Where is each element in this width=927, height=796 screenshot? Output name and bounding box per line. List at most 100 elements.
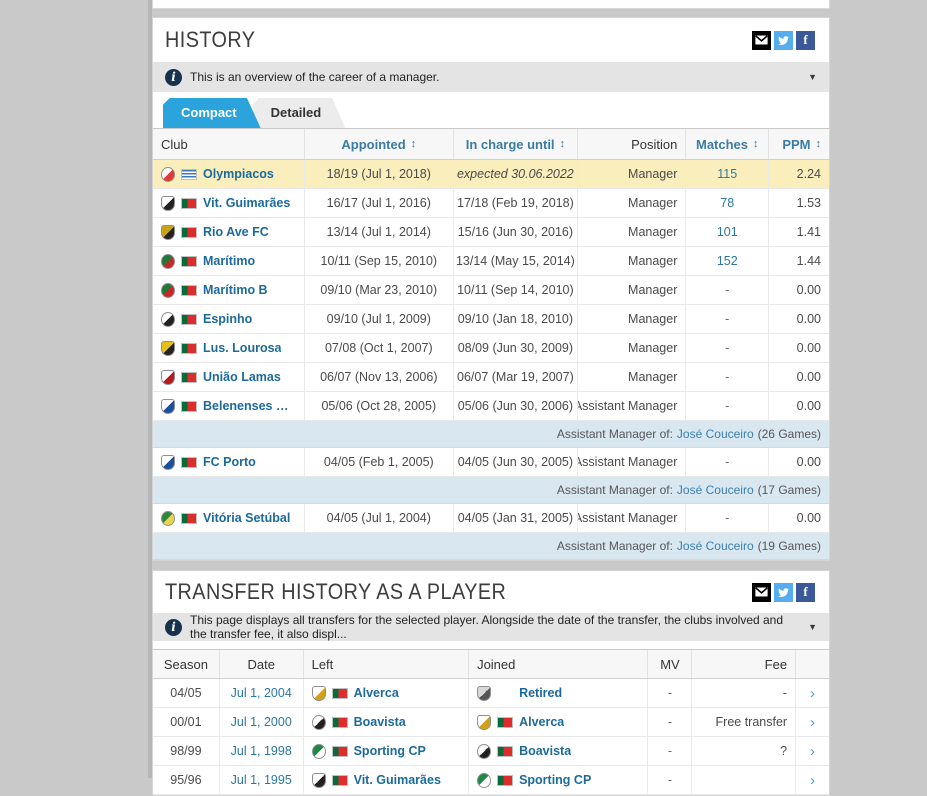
in-charge-until-cell: 15/16 (Jun 30, 2016) bbox=[453, 218, 577, 246]
club-crest-icon bbox=[161, 195, 175, 211]
matches-value: - bbox=[725, 341, 730, 355]
column-header-position: Position bbox=[576, 129, 686, 159]
date-link[interactable]: Jul 1, 1995 bbox=[230, 773, 292, 787]
matches-link[interactable]: 115 bbox=[717, 167, 738, 181]
club-link[interactable]: Marítimo B bbox=[203, 283, 268, 297]
manager-link[interactable]: José Couceiro bbox=[676, 483, 754, 497]
note-suffix: (17 Games) bbox=[757, 483, 821, 497]
assistant-note-row: Assistant Manager of: José Couceiro (26 Ga… bbox=[153, 421, 829, 448]
facebook-share-icon[interactable]: f bbox=[796, 30, 815, 50]
in-charge-until-cell: 05/06 (Jun 30, 2006) bbox=[453, 392, 577, 420]
ppm-cell: 0.00 bbox=[768, 392, 829, 420]
in-charge-until-cell: 10/11 (Sep 14, 2010) bbox=[453, 276, 577, 304]
in-charge-until-cell: 13/14 (May 15, 2014) bbox=[453, 247, 577, 275]
club-link[interactable]: Sporting CP bbox=[519, 773, 592, 787]
club-link[interactable]: Vit. Guimarães bbox=[203, 196, 291, 210]
matches-cell: - bbox=[685, 363, 768, 391]
facebook-share-icon[interactable]: f bbox=[796, 582, 815, 602]
date-cell: Jul 1, 1998 bbox=[218, 737, 303, 765]
club-cell: Vit. Guimarães bbox=[153, 189, 304, 217]
tab-detailed[interactable]: Detailed bbox=[252, 98, 346, 128]
column-header-mv: MV bbox=[647, 650, 691, 678]
club-cell: Rio Ave FC bbox=[153, 218, 304, 246]
column-header-in-charge-until[interactable]: In charge until ↕ bbox=[453, 129, 577, 159]
club-cell: Alverca bbox=[302, 679, 468, 707]
club-link[interactable]: Retired bbox=[519, 686, 563, 700]
column-header-matches-label: Matches bbox=[695, 136, 749, 152]
matches-value: - bbox=[725, 511, 730, 525]
detail-cell: › bbox=[795, 708, 829, 736]
portugal-flag-icon bbox=[331, 687, 348, 699]
column-header-matches[interactable]: Matches ↕ bbox=[685, 129, 768, 159]
appointed-cell: 04/05 (Feb 1, 2005) bbox=[303, 448, 454, 476]
club-link[interactable]: FC Porto bbox=[203, 455, 256, 469]
club-link[interactable]: Vit. Guimarães bbox=[353, 773, 441, 787]
collapse-caret-icon[interactable]: ▼ bbox=[808, 622, 817, 632]
tab-compact[interactable]: Compact bbox=[163, 98, 261, 128]
club-link[interactable]: Alverca bbox=[353, 686, 399, 700]
ppm-cell: 1.41 bbox=[768, 218, 829, 246]
club-link[interactable]: Boavista bbox=[353, 715, 406, 729]
club-link[interactable]: Belenenses SAD bbox=[203, 399, 296, 413]
detail-chevron-icon[interactable]: › bbox=[810, 742, 816, 760]
matches-link[interactable]: 152 bbox=[716, 254, 738, 268]
transfer-history-section: TRANSFER HISTORY AS A PLAYER f i This pa… bbox=[152, 570, 830, 796]
column-header-left-label: Left bbox=[311, 656, 334, 672]
collapse-caret-icon[interactable]: ▼ bbox=[808, 72, 817, 82]
club-link[interactable]: Espinho bbox=[203, 312, 253, 326]
position-cell: Manager bbox=[576, 218, 686, 246]
appointed-cell: 06/07 (Nov 13, 2006) bbox=[303, 363, 454, 391]
manager-link[interactable]: José Couceiro bbox=[676, 427, 754, 441]
matches-cell: - bbox=[685, 305, 768, 333]
email-share-icon[interactable] bbox=[752, 30, 771, 50]
matches-link[interactable]: 78 bbox=[720, 196, 735, 210]
date-cell: Jul 1, 2000 bbox=[218, 708, 303, 736]
club-link[interactable]: Sporting CP bbox=[353, 744, 426, 758]
season-cell: 00/01 bbox=[170, 715, 202, 729]
history-info-text: This is an overview of the career of a m… bbox=[190, 70, 440, 84]
club-link[interactable]: Lus. Lourosa bbox=[203, 341, 282, 355]
in-charge-until-cell: 04/05 (Jun 30, 2005) bbox=[453, 448, 577, 476]
history-row: Belenenses SAD 05/06 (Oct 28, 2005) 05/06 … bbox=[153, 392, 829, 421]
column-header-appointed-label: Appointed bbox=[341, 136, 406, 152]
club-link[interactable]: Alverca bbox=[519, 715, 565, 729]
club-link[interactable]: Boavista bbox=[519, 744, 572, 758]
manager-link[interactable]: José Couceiro bbox=[676, 539, 754, 553]
column-header-mv-label: MV bbox=[660, 656, 680, 672]
club-cell: Olympiacos bbox=[153, 160, 304, 188]
sort-icon: ↕ bbox=[815, 138, 821, 150]
club-link[interactable]: Rio Ave FC bbox=[203, 225, 269, 239]
club-link[interactable]: Olympiacos bbox=[203, 167, 274, 181]
club-link[interactable]: Vitória Setúbal bbox=[203, 511, 291, 525]
history-row: FC Porto 04/05 (Feb 1, 2005) 04/05 (Jun 30… bbox=[153, 448, 829, 477]
position-cell: Assistant Manager bbox=[576, 448, 686, 476]
detail-chevron-icon[interactable]: › bbox=[810, 713, 816, 731]
date-link[interactable]: Jul 1, 2004 bbox=[230, 686, 292, 700]
position-cell: Assistant Manager bbox=[576, 392, 686, 420]
club-crest-icon bbox=[477, 714, 492, 730]
detail-chevron-icon[interactable]: › bbox=[810, 684, 816, 702]
page-content: HISTORY f i This is an overview of the c… bbox=[152, 0, 830, 796]
date-link[interactable]: Jul 1, 2000 bbox=[230, 715, 292, 729]
transfer-title: TRANSFER HISTORY AS A PLAYER bbox=[165, 579, 507, 604]
content-left-shadow bbox=[148, 0, 152, 778]
history-row: Vit. Guimarães 16/17 (Jul 1, 2016) 17/18 (… bbox=[153, 189, 829, 218]
club-cell: Espinho bbox=[153, 305, 304, 333]
appointed-cell: 18/19 (Jul 1, 2018) bbox=[303, 160, 454, 188]
ppm-cell: 1.53 bbox=[768, 189, 829, 217]
position-cell: Manager bbox=[576, 363, 686, 391]
email-share-icon[interactable] bbox=[752, 582, 771, 602]
club-link[interactable]: Marítimo bbox=[203, 254, 256, 268]
date-link[interactable]: Jul 1, 1998 bbox=[230, 744, 292, 758]
club-crest-icon bbox=[161, 369, 175, 385]
column-header-appointed[interactable]: Appointed ↕ bbox=[303, 129, 454, 159]
matches-value: - bbox=[725, 312, 730, 326]
matches-link[interactable]: 101 bbox=[716, 225, 738, 239]
column-header-club-label: Club bbox=[161, 136, 188, 152]
matches-cell: - bbox=[685, 504, 768, 532]
twitter-share-icon[interactable] bbox=[774, 30, 793, 50]
column-header-ppm[interactable]: PPM ↕ bbox=[768, 129, 829, 159]
club-link[interactable]: União Lamas bbox=[203, 370, 281, 384]
twitter-share-icon[interactable] bbox=[774, 582, 793, 602]
detail-chevron-icon[interactable]: › bbox=[810, 771, 816, 789]
